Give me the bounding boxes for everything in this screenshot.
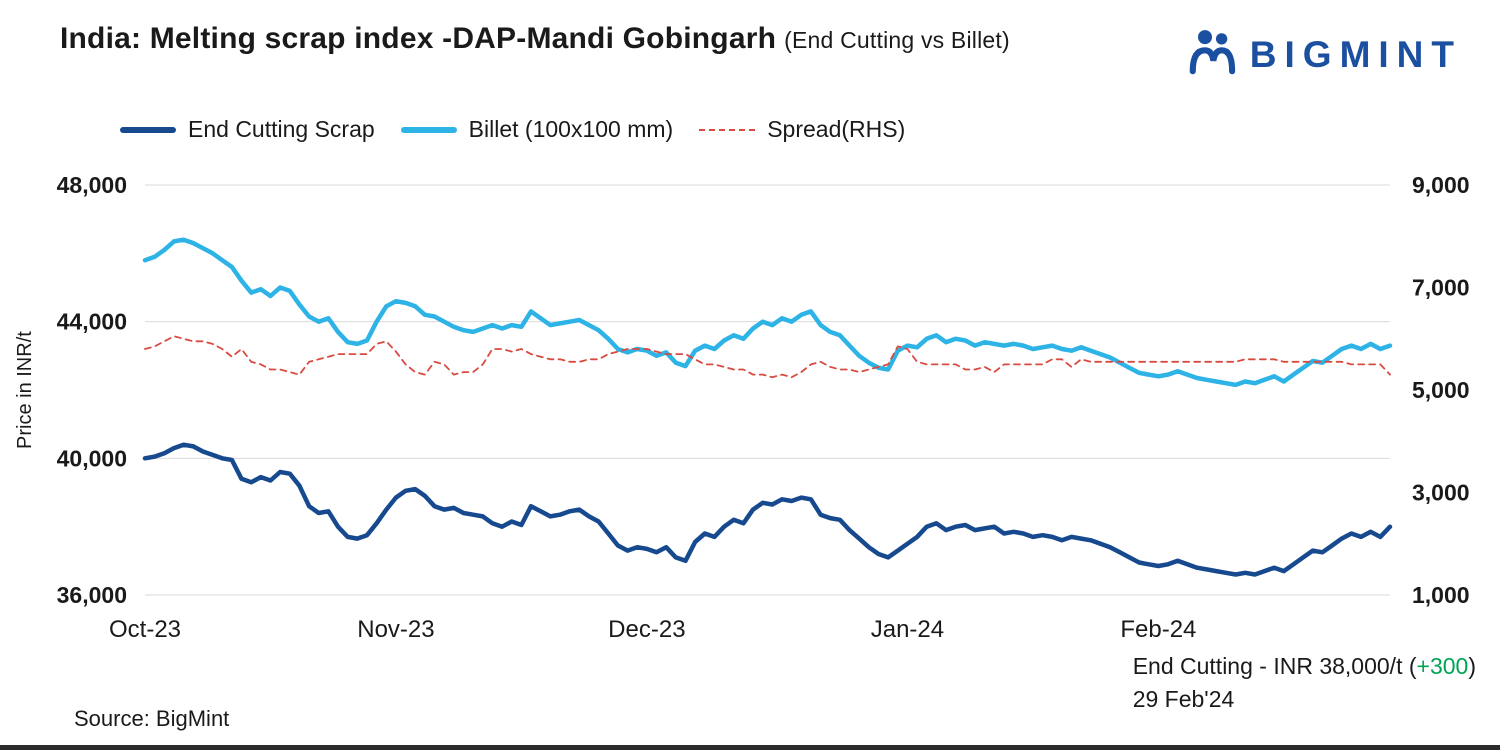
- legend-label: Billet (100x100 mm): [468, 116, 674, 142]
- legend-label: Spread(RHS): [767, 116, 906, 142]
- left-axis-tick-label: 44,000: [57, 309, 127, 335]
- chart: 36,000 40,000 44,000 48,000 1,000 3,000 5,000 7…: [57, 172, 1470, 643]
- right-axis-tick-label: 1,000: [1412, 582, 1470, 608]
- annotation-date: 29 Feb'24: [1132, 686, 1235, 713]
- right-axis-tick-label: 9,000: [1412, 172, 1470, 198]
- x-axis-tick-label: Jan-24: [871, 616, 944, 643]
- bigmint-logo: BIGMINT: [1184, 24, 1462, 85]
- end-cutting-line-swatch: [120, 126, 176, 133]
- latest-price-annotation: End Cutting - INR 38,000/t (+300) 29 Feb…: [1133, 650, 1476, 717]
- annotation-line1: End Cutting - INR 38,000/t (+300): [1133, 650, 1476, 683]
- left-axis-tick-label: 40,000: [57, 445, 127, 471]
- bigmint-icon: [1184, 24, 1240, 85]
- series-billet-100x100-mm: [142, 237, 1393, 388]
- legend-item-spread: Spread(RHS): [699, 116, 905, 143]
- legend-item-end-cutting-scrap: End Cutting Scrap: [120, 116, 375, 143]
- legend-label: End Cutting Scrap: [188, 116, 375, 142]
- x-axis-tick-label: Nov-23: [357, 616, 434, 643]
- source-note: Source: BigMint: [74, 706, 230, 731]
- annotation-text-after: ): [1468, 653, 1476, 679]
- brand-text: BIGMINT: [1249, 33, 1462, 75]
- billet-line-swatch: [400, 126, 457, 133]
- spread-dashed-swatch: [699, 128, 756, 131]
- right-axis-tick-label: 7,000: [1412, 275, 1470, 301]
- page-title: India: Melting scrap index -DAP-Mandi Go…: [60, 22, 777, 55]
- x-axis-tick-label: Oct-23: [109, 616, 181, 643]
- left-axis-tick-label: 48,000: [57, 172, 127, 198]
- series-spread-rhs: [144, 335, 1391, 379]
- annotation-change: +300: [1416, 653, 1469, 679]
- x-axis-tick-label: Dec-23: [608, 616, 685, 643]
- title-block: India: Melting scrap index -DAP-Mandi Go…: [60, 22, 1010, 56]
- right-axis-tick-label: 3,000: [1412, 480, 1470, 506]
- header: India: Melting scrap index -DAP-Mandi Go…: [60, 22, 1462, 85]
- series-end-cutting-scrap: [142, 442, 1393, 577]
- x-axis-tick-label: Feb-24: [1120, 616, 1196, 643]
- left-axis-tick-label: 36,000: [57, 582, 127, 608]
- bottom-border: [0, 745, 1500, 750]
- annotation-text-before: End Cutting - INR 38,000/t (: [1132, 653, 1417, 679]
- right-axis-tick-label: 5,000: [1412, 377, 1470, 403]
- chart-legend: End Cutting Scrap Billet (100x100 mm) Sp…: [120, 116, 905, 143]
- legend-item-billet: Billet (100x100 mm): [400, 116, 674, 143]
- page-subtitle: (End Cutting vs Billet): [784, 27, 1010, 53]
